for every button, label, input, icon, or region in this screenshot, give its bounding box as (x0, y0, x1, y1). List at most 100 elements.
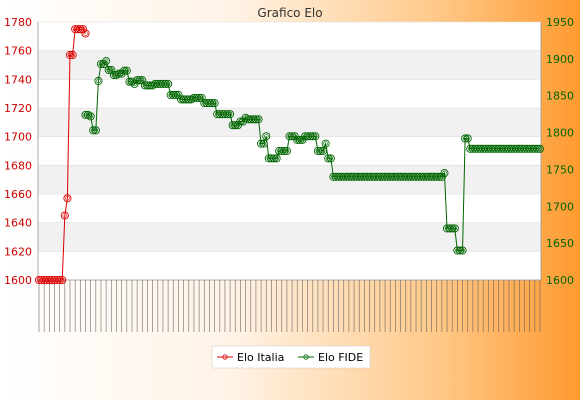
data-point-inner (449, 226, 455, 231)
data-point (102, 57, 111, 66)
data-point-inner (65, 196, 70, 201)
data-point (176, 95, 186, 104)
data-point (492, 144, 501, 153)
series-elo-italia (34, 25, 90, 285)
data-point-inner (328, 156, 334, 161)
data-point (107, 65, 116, 74)
data-point (481, 144, 490, 153)
data-point-inner (318, 148, 323, 154)
data-point-inner (323, 141, 328, 146)
data-point (422, 172, 431, 181)
right-tick-label: 1800 (546, 127, 574, 140)
data-point (99, 59, 108, 69)
data-point (63, 194, 72, 203)
left-tick-label: 1740 (4, 73, 32, 86)
data-point (515, 144, 524, 153)
data-point-inner (462, 136, 468, 141)
legend-item-elo-fide: Elo FIDE (298, 351, 363, 364)
data-point-inner (165, 81, 171, 87)
data-point-inner (261, 141, 266, 146)
data-point-inner (101, 61, 106, 67)
data-point-inner (227, 111, 233, 117)
data-point (104, 65, 113, 74)
data-point-inner (537, 146, 543, 152)
left-tick-label: 1780 (4, 16, 32, 29)
data-point-inner (253, 117, 259, 122)
data-point-inner (163, 81, 168, 87)
data-point (448, 224, 457, 233)
data-point (220, 110, 229, 119)
data-point-inner (88, 114, 93, 119)
data-point (42, 275, 51, 285)
data-point (468, 144, 477, 153)
data-point (197, 93, 206, 102)
data-point (189, 93, 198, 102)
data-point (125, 77, 134, 86)
data-point (259, 139, 268, 148)
data-point (455, 246, 464, 255)
right-tick-label: 1950 (546, 16, 574, 29)
data-point-inner (119, 71, 124, 76)
data-point-inner (212, 100, 217, 106)
data-point (476, 144, 485, 153)
data-point (329, 172, 338, 181)
data-point (520, 144, 529, 153)
data-point (81, 29, 90, 38)
data-point-inner (535, 146, 540, 152)
data-point (510, 144, 519, 153)
data-point (344, 172, 353, 181)
data-point-inner (274, 156, 279, 161)
data-point-inner (57, 277, 62, 283)
data-point-inner (140, 77, 145, 83)
plot-band (38, 165, 541, 194)
data-point-inner (93, 128, 99, 133)
data-point (370, 172, 379, 181)
data-point-inner (173, 92, 179, 98)
data-point (264, 154, 273, 163)
data-point-inner (297, 137, 303, 143)
data-point (326, 154, 335, 163)
data-point (280, 146, 289, 156)
left-tick-label: 1640 (4, 217, 32, 230)
data-point (461, 134, 470, 143)
data-point (300, 132, 310, 141)
left-tick-label: 1680 (4, 159, 32, 172)
data-point (316, 146, 325, 156)
data-point (473, 144, 483, 153)
data-point-inner (256, 117, 261, 122)
data-point (378, 172, 387, 181)
data-point (282, 146, 291, 156)
data-point-inner (137, 77, 143, 83)
data-point (267, 154, 276, 163)
data-point (164, 79, 173, 88)
data-point (40, 275, 49, 285)
data-point (404, 172, 413, 181)
data-point (368, 172, 377, 181)
right-tick-label: 1900 (546, 53, 574, 66)
legend-label-elo-italia: Elo Italia (237, 351, 284, 364)
right-tick-label: 1850 (546, 90, 574, 103)
data-point (383, 172, 392, 181)
data-point (319, 146, 328, 156)
data-point (37, 275, 46, 285)
data-point (331, 172, 341, 181)
data-point (135, 76, 144, 85)
left-tick-label: 1700 (4, 131, 32, 144)
data-point (502, 144, 511, 153)
plot-band (38, 50, 541, 80)
chart-title: Grafico Elo (257, 6, 322, 20)
data-point-inner (59, 277, 65, 283)
data-point (517, 144, 526, 153)
data-point (47, 275, 56, 285)
plot-band (38, 108, 541, 137)
data-point (386, 172, 395, 181)
data-point (445, 224, 454, 233)
data-point (244, 115, 253, 124)
data-point (525, 144, 534, 153)
data-point (458, 246, 467, 255)
data-point (337, 172, 346, 181)
data-point (89, 126, 98, 135)
data-point (293, 135, 302, 144)
data-point-inner (62, 213, 68, 218)
